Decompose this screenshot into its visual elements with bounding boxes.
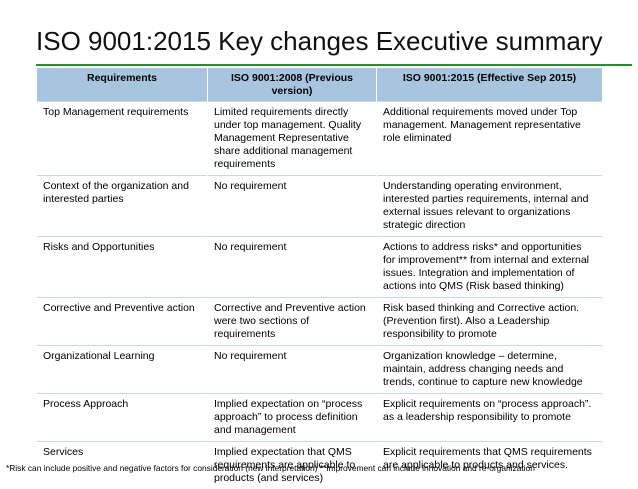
table-row: Corrective and Preventive action Correct…: [37, 298, 603, 346]
requirement-cell: Risks and Opportunities: [37, 237, 208, 298]
requirement-cell: Process Approach: [37, 394, 208, 442]
title-divider: [36, 64, 632, 66]
iso-2008-cell: No requirement: [208, 346, 377, 394]
key-changes-table: Requirements ISO 9001:2008 (Previous ver…: [36, 68, 603, 489]
table-row: Process Approach Implied expectation on …: [37, 394, 603, 442]
header-iso-2015: ISO 9001:2015 (Effective Sep 2015): [377, 68, 603, 102]
requirement-cell: Top Management requirements: [37, 102, 208, 176]
requirement-cell: Organizational Learning: [37, 346, 208, 394]
iso-2008-cell: Implied expectation on “process approach…: [208, 394, 377, 442]
iso-2015-cell: Actions to address risks* and opportunit…: [377, 237, 603, 298]
header-iso-2008: ISO 9001:2008 (Previous version): [208, 68, 377, 102]
requirement-cell: Context of the organization and interest…: [37, 176, 208, 237]
table-header-row: Requirements ISO 9001:2008 (Previous ver…: [37, 68, 603, 102]
table-row: Context of the organization and interest…: [37, 176, 603, 237]
table-row: Risks and Opportunities No requirement A…: [37, 237, 603, 298]
table-row: Top Management requirements Limited requ…: [37, 102, 603, 176]
page-title: ISO 9001:2015 Key changes Executive summ…: [36, 26, 603, 56]
iso-2015-cell: Explicit requirements on “process approa…: [377, 394, 603, 442]
table-row: Organizational Learning No requirement O…: [37, 346, 603, 394]
iso-2015-cell: Risk based thinking and Corrective actio…: [377, 298, 603, 346]
iso-2008-cell: Limited requirements directly under top …: [208, 102, 377, 176]
iso-2008-cell: No requirement: [208, 237, 377, 298]
iso-2015-cell: Additional requirements moved under Top …: [377, 102, 603, 176]
iso-2008-cell: No requirement: [208, 176, 377, 237]
header-requirements: Requirements: [37, 68, 208, 102]
iso-2008-cell: Corrective and Preventive action were tw…: [208, 298, 377, 346]
footnote: *Risk can include positive and negative …: [6, 463, 535, 473]
requirement-cell: Corrective and Preventive action: [37, 298, 208, 346]
iso-2015-cell: Understanding operating environment, int…: [377, 176, 603, 237]
iso-2015-cell: Organization knowledge – determine, main…: [377, 346, 603, 394]
